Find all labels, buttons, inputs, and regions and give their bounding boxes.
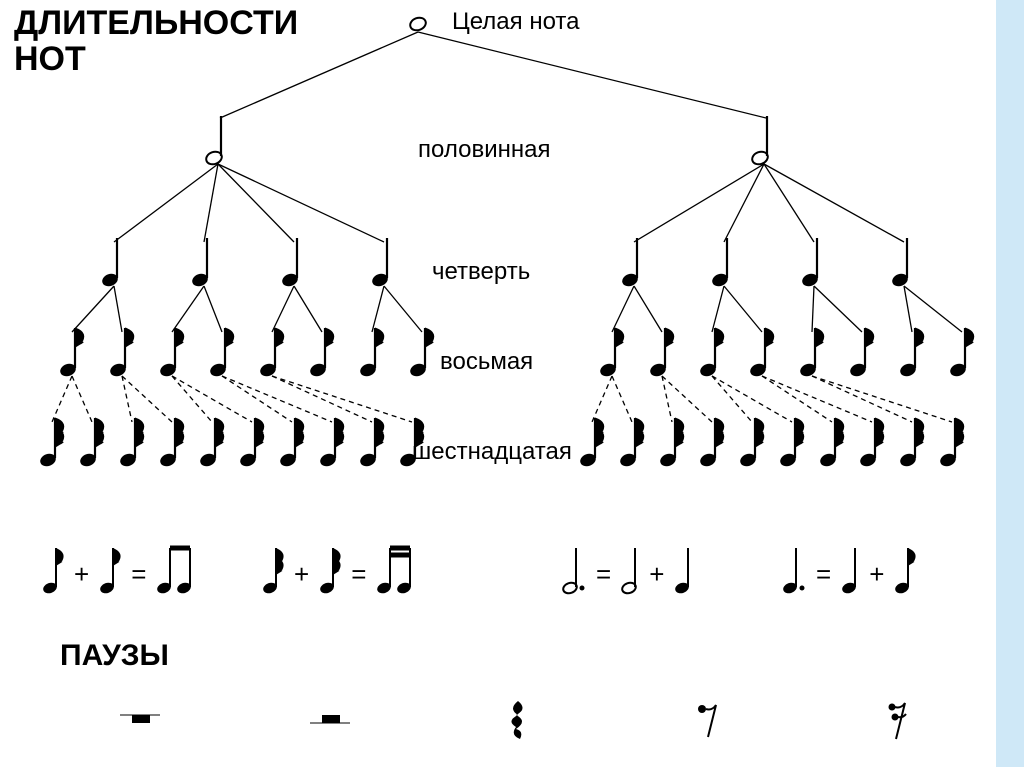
rest-quarter [460, 695, 580, 750]
note-tree [0, 0, 996, 520]
equations-row: += += =+ =+ [0, 540, 996, 620]
equation: += [260, 540, 418, 596]
equation: =+ [780, 540, 918, 596]
diagram-stage: ДЛИТЕЛЬНОСТИ НОТ Целая нота половинная ч… [0, 0, 996, 767]
rest-sixteenth [840, 695, 960, 750]
pauses-title: ПАУЗЫ [60, 640, 169, 672]
equation: += [40, 540, 198, 596]
rest-half [270, 695, 390, 750]
right-accent-strip [996, 0, 1024, 767]
rest-whole [80, 695, 200, 750]
rests-row [80, 695, 960, 750]
equation: =+ [560, 540, 694, 596]
rest-eighth [650, 695, 770, 750]
